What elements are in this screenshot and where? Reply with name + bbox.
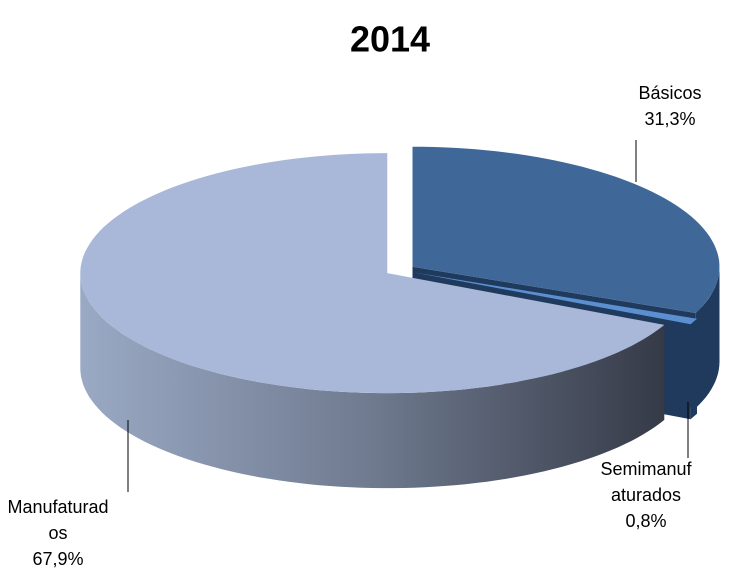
data-label: Manufaturados 67,9% [4, 494, 112, 572]
slice-side [695, 266, 720, 408]
pie-slice [80, 153, 665, 394]
chart-title: 2014 [350, 19, 430, 60]
pie-slice [413, 272, 697, 325]
label-value: 0,8% [625, 511, 667, 531]
label-name: Básicos [638, 83, 702, 103]
slice-side [80, 273, 665, 489]
slice-side [690, 318, 697, 420]
label-name: Manufaturados [7, 497, 109, 543]
data-label: Semimanufaturados 0,8% [596, 456, 696, 534]
label-name: Semimanufaturados [600, 459, 692, 505]
label-value: 67,9% [32, 549, 84, 569]
pie-slice [412, 146, 720, 313]
data-label: Básicos 31,3% [620, 80, 720, 132]
label-value: 31,3% [644, 109, 696, 129]
